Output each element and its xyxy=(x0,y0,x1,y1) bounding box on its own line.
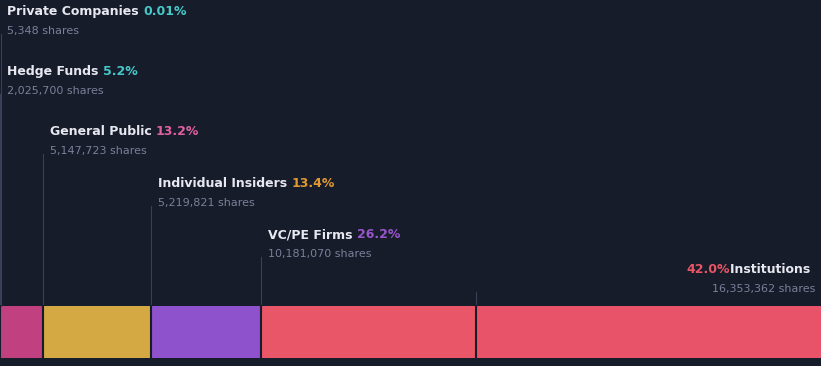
Text: 5,219,821 shares: 5,219,821 shares xyxy=(158,198,255,208)
Text: Hedge Funds: Hedge Funds xyxy=(7,65,103,78)
Bar xyxy=(476,306,821,358)
Text: 2,025,700 shares: 2,025,700 shares xyxy=(7,86,103,96)
Text: 26.2%: 26.2% xyxy=(357,228,401,241)
Text: Individual Insiders: Individual Insiders xyxy=(158,177,291,190)
Text: 16,353,362 shares: 16,353,362 shares xyxy=(712,284,815,294)
Text: Private Companies: Private Companies xyxy=(7,5,143,18)
Text: 13.4%: 13.4% xyxy=(291,177,335,190)
Bar xyxy=(151,306,261,358)
Text: 13.2%: 13.2% xyxy=(156,125,200,138)
Text: 5.2%: 5.2% xyxy=(103,65,138,78)
Bar xyxy=(261,306,476,358)
Text: General Public: General Public xyxy=(50,125,156,138)
Text: 10,181,070 shares: 10,181,070 shares xyxy=(268,249,372,259)
Text: VC/PE Firms: VC/PE Firms xyxy=(268,228,357,241)
Text: 0.01%: 0.01% xyxy=(143,5,186,18)
Text: Institutions: Institutions xyxy=(731,263,815,276)
Text: 5,348 shares: 5,348 shares xyxy=(7,26,79,36)
Bar xyxy=(0,306,43,358)
Text: 5,147,723 shares: 5,147,723 shares xyxy=(50,146,146,156)
Text: 42.0%: 42.0% xyxy=(687,263,731,276)
Bar xyxy=(43,306,151,358)
